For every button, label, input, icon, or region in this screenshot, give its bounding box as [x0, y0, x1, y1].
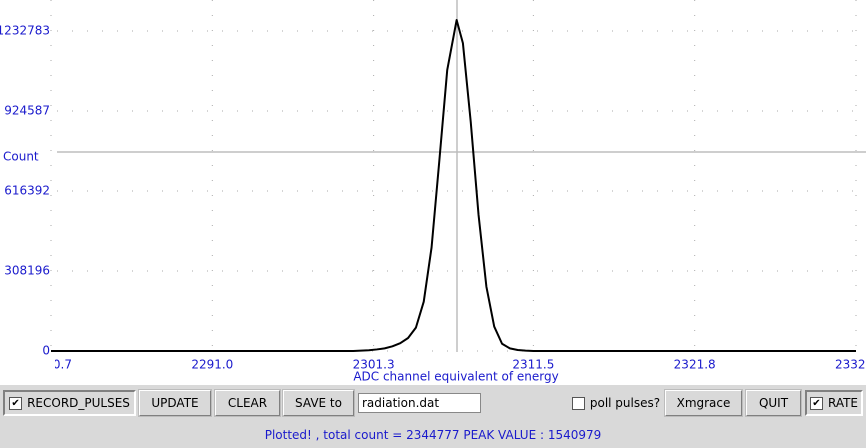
- xmgrace-button[interactable]: Xmgrace: [665, 390, 742, 416]
- y-tick-label: 616392: [4, 184, 50, 198]
- x-axis-title: ADC channel equivalent of energy: [353, 370, 558, 384]
- y-axis-title: Count: [3, 150, 39, 164]
- checkbox[interactable]: ✔: [809, 396, 823, 410]
- spectrum-line: [51, 19, 856, 352]
- y-tick-label: 924587: [4, 104, 50, 118]
- rate-toggle[interactable]: ✔ RATE: [805, 390, 863, 416]
- x-tick-labels: 2280.7 2291.0 2301.3 2311.5 2321.8 2332.1: [30, 358, 866, 372]
- x-tick-label: 2301.3: [353, 358, 395, 372]
- checkbox[interactable]: ✔: [9, 396, 23, 410]
- clear-button[interactable]: CLEAR: [215, 390, 280, 416]
- plot-canvas: 2280.7 2291.0 2301.3 2311.5 2321.8 2332.1 0 30…: [0, 0, 866, 385]
- y-tick-label: 308196: [4, 264, 50, 278]
- poll-pulses-toggle[interactable]: poll pulses?: [570, 390, 662, 416]
- x-tick-label: 2321.8: [674, 358, 716, 372]
- x-tick-label: 2332.1: [835, 358, 866, 372]
- y-tick-label: 0: [42, 344, 50, 358]
- update-button[interactable]: UPDATE: [139, 390, 211, 416]
- status-bar: Plotted! , total count = 2344777 PEAK VA…: [264, 428, 602, 442]
- checkbox-label: RECORD_PULSES: [27, 396, 130, 410]
- save-button[interactable]: SAVE to: [283, 390, 354, 416]
- plot-background: [0, 0, 866, 385]
- series: [51, 19, 856, 352]
- x-tick-label: 2311.5: [512, 358, 554, 372]
- checkbox-label: poll pulses?: [589, 396, 661, 410]
- checkbox[interactable]: [571, 396, 585, 410]
- quit-button[interactable]: QUIT: [746, 390, 801, 416]
- checkbox-label: RATE: [827, 396, 859, 410]
- y-tick-label: 1232783: [0, 24, 50, 38]
- record-pulses-toggle[interactable]: ✔ RECORD_PULSES: [3, 390, 136, 416]
- y-tick-labels: 0 308196 616392 924587 1232783: [0, 24, 50, 358]
- filename-input[interactable]: radiation.dat: [358, 393, 481, 413]
- x-tick-label: 2291.0: [191, 358, 233, 372]
- x-tick-label: 2280.7: [30, 358, 72, 372]
